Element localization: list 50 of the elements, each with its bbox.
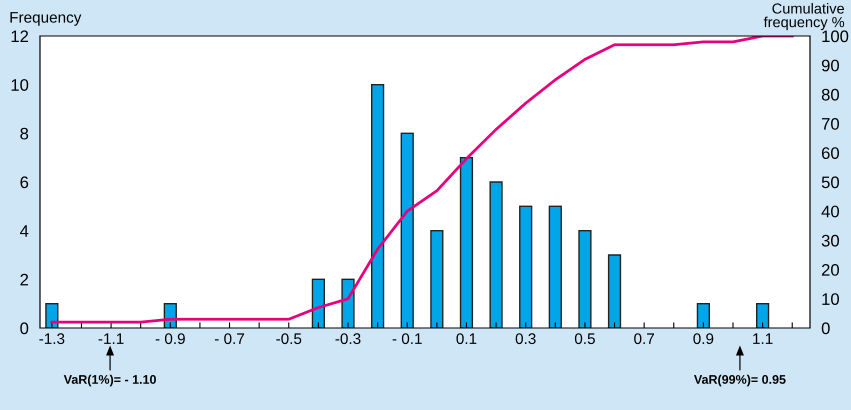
text: VaR(99%)= 0.95	[694, 374, 786, 386]
y-axis-title: Frequency	[10, 12, 82, 26]
bar	[45, 302, 58, 328]
y-tick-label: 6	[20, 176, 28, 188]
bar	[608, 254, 622, 328]
bar	[312, 278, 326, 328]
text: VaR(1%)= - 1.10	[64, 374, 156, 386]
y-tick-label: 8	[20, 128, 28, 140]
y-tick-label: 12	[12, 30, 28, 42]
x-tick-label: -0.5	[276, 333, 302, 344]
bar	[519, 206, 532, 328]
x-tick-label: - 0.1	[392, 333, 422, 344]
y2-tick-label: 100	[822, 30, 848, 42]
y2-axis-title: Cumulative frequency %	[764, 2, 844, 30]
bar	[578, 230, 592, 328]
bar	[400, 132, 414, 328]
y-tick-label: 10	[12, 79, 28, 91]
x-tick-label: -1.3	[39, 333, 64, 344]
x-tick-label: -1.1	[98, 333, 124, 344]
x-tick-label: - 0.7	[214, 333, 244, 344]
bar	[756, 302, 770, 328]
y2-tick-label: 90	[822, 60, 839, 72]
x-tick-label: 1.1	[753, 333, 772, 344]
x-tick-label: -0.3	[336, 333, 360, 344]
y-tick-label: 4	[20, 225, 28, 237]
bar	[548, 206, 562, 328]
y2-tick-label: 0	[822, 322, 830, 334]
y2-tick-label: 30	[822, 234, 839, 247]
bar	[696, 302, 710, 328]
y2-tick-label: 80	[822, 88, 839, 101]
x-tick-label: 0.9	[693, 333, 714, 344]
y-tick-label: 0	[20, 322, 28, 334]
x-tick-label: 0.3	[516, 333, 536, 344]
line-series	[50, 36, 794, 324]
x-tick-label: 0.5	[574, 333, 595, 344]
x-tick-label: 0.7	[634, 333, 654, 344]
y-tick-label: 2	[20, 274, 28, 286]
bar	[460, 156, 474, 328]
bar	[341, 278, 355, 328]
y2-tick-label: 50	[822, 176, 839, 188]
y2-tick-label: 20	[822, 264, 839, 276]
bar	[370, 84, 384, 328]
y2-tick-label: 40	[821, 206, 839, 218]
bar	[489, 181, 503, 328]
bar	[430, 230, 444, 328]
x-tick-label: - 0.9	[156, 333, 185, 344]
y2-tick-label: 60	[822, 147, 839, 160]
x-tick-label: 0.1	[456, 333, 476, 344]
y2-tick-label: 70	[822, 118, 839, 130]
y2-tick-label: 10	[822, 293, 839, 306]
